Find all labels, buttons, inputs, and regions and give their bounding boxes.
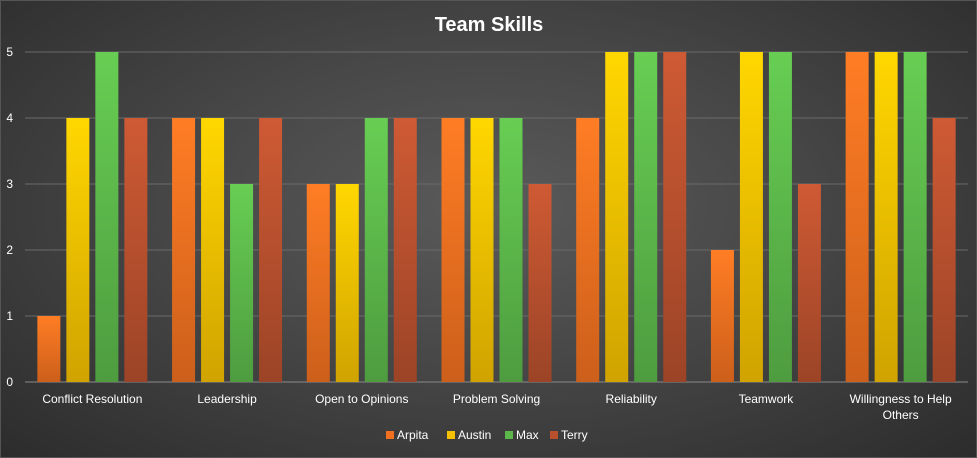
legend-swatch-max <box>505 431 513 439</box>
bar-max <box>230 184 254 382</box>
bar-terry <box>393 118 417 382</box>
bar-max <box>634 52 658 382</box>
legend-label-terry: Terry <box>561 428 588 442</box>
y-tick-label: 0 <box>6 375 13 389</box>
legend: Arpita Austin Max Terry <box>386 428 588 442</box>
x-category-label: Open to Opinions <box>315 392 408 406</box>
bar-austin <box>470 118 494 382</box>
bar-arpita <box>710 250 734 382</box>
x-category-label: Conflict Resolution <box>42 392 142 406</box>
bar-max <box>364 118 388 382</box>
bar-terry <box>797 184 821 382</box>
bar-max <box>95 52 119 382</box>
bar-terry <box>932 118 956 382</box>
y-tick-label: 2 <box>6 243 13 257</box>
bar-max <box>499 118 523 382</box>
bar-arpita <box>306 184 330 382</box>
legend-label-arpita: Arpita <box>397 428 429 442</box>
bar-arpita <box>37 316 61 382</box>
bar-austin <box>335 184 359 382</box>
x-category-label: Willingness to Help Others <box>850 392 952 422</box>
legend-swatch-austin <box>447 431 455 439</box>
bar-max <box>903 52 927 382</box>
bar-arpita <box>576 118 600 382</box>
bar-terry <box>124 118 148 382</box>
bar-austin <box>201 118 225 382</box>
legend-swatch-arpita <box>386 431 394 439</box>
x-category-label: Reliability <box>606 392 657 406</box>
x-category-label: Problem Solving <box>453 392 540 406</box>
bars <box>37 52 956 382</box>
y-tick-label: 4 <box>6 111 13 125</box>
bar-austin <box>66 118 90 382</box>
y-tick-label: 5 <box>6 45 13 59</box>
bar-arpita <box>172 118 196 382</box>
y-tick-label: 1 <box>6 309 13 323</box>
bar-austin <box>739 52 763 382</box>
bar-austin <box>874 52 898 382</box>
bar-max <box>768 52 792 382</box>
gridlines <box>25 51 968 383</box>
bar-terry <box>528 184 552 382</box>
bar-arpita <box>845 52 869 382</box>
x-category-label: Teamwork <box>739 392 795 406</box>
x-axis-categories: Conflict Resolution Leadership Open to Opi… <box>42 392 952 422</box>
y-axis-ticks: 0 1 2 3 4 5 <box>6 45 13 389</box>
legend-label-austin: Austin <box>458 428 491 442</box>
legend-label-max: Max <box>516 428 539 442</box>
legend-swatch-terry <box>550 431 558 439</box>
y-tick-label: 3 <box>6 177 13 191</box>
bar-terry <box>663 52 687 382</box>
x-category-label: Leadership <box>197 392 257 406</box>
bar-austin <box>605 52 629 382</box>
chart-title: Team Skills <box>435 14 544 36</box>
bar-arpita <box>441 118 465 382</box>
bar-terry <box>259 118 283 382</box>
